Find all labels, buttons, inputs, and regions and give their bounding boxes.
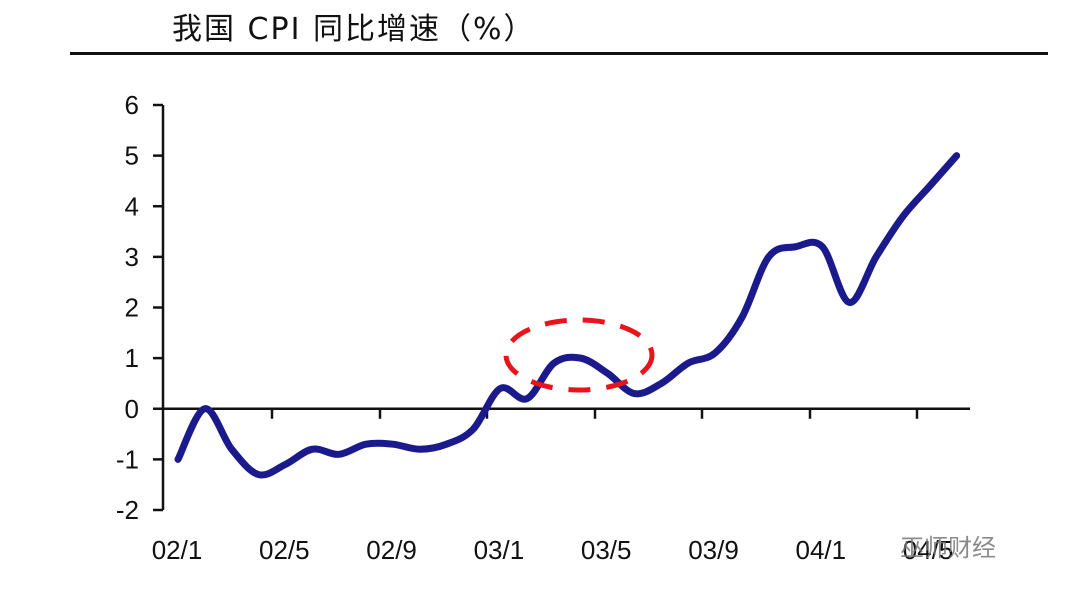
y-tick-label: 5: [125, 141, 139, 171]
chart-title: 我国 CPI 同比增速（%）: [172, 12, 536, 47]
x-tick-label: 04/1: [795, 535, 846, 565]
watermark: 巫师财经: [900, 534, 996, 562]
x-tick-label: 03/9: [688, 535, 739, 565]
highlight-ellipse: [503, 317, 655, 393]
x-tick-label: 02/9: [366, 535, 417, 565]
y-tick-label: 0: [125, 394, 139, 424]
y-tick-label: 4: [125, 191, 139, 221]
y-tick-label: 1: [125, 343, 139, 373]
x-axis: 02/1 02/5 02/9 03/1 03/5 03/9 04/1 04/5: [152, 407, 970, 565]
x-tick-label: 03/5: [581, 535, 632, 565]
y-tick-label: -2: [116, 495, 139, 525]
title-divider: [70, 52, 1048, 55]
y-tick-label: 2: [125, 293, 139, 323]
y-tick-label: 3: [125, 242, 139, 272]
x-tick-label: 04/5: [903, 535, 954, 565]
y-tick-label: 6: [125, 90, 139, 120]
x-tick-label: 02/1: [152, 535, 203, 565]
x-tick-label: 02/5: [259, 535, 310, 565]
y-axis: -2 -1 0 1 2 3 4 5 6: [116, 90, 165, 525]
y-tick-label: -1: [116, 444, 139, 474]
x-tick-label: 03/1: [474, 535, 525, 565]
cpi-series: [174, 152, 961, 479]
